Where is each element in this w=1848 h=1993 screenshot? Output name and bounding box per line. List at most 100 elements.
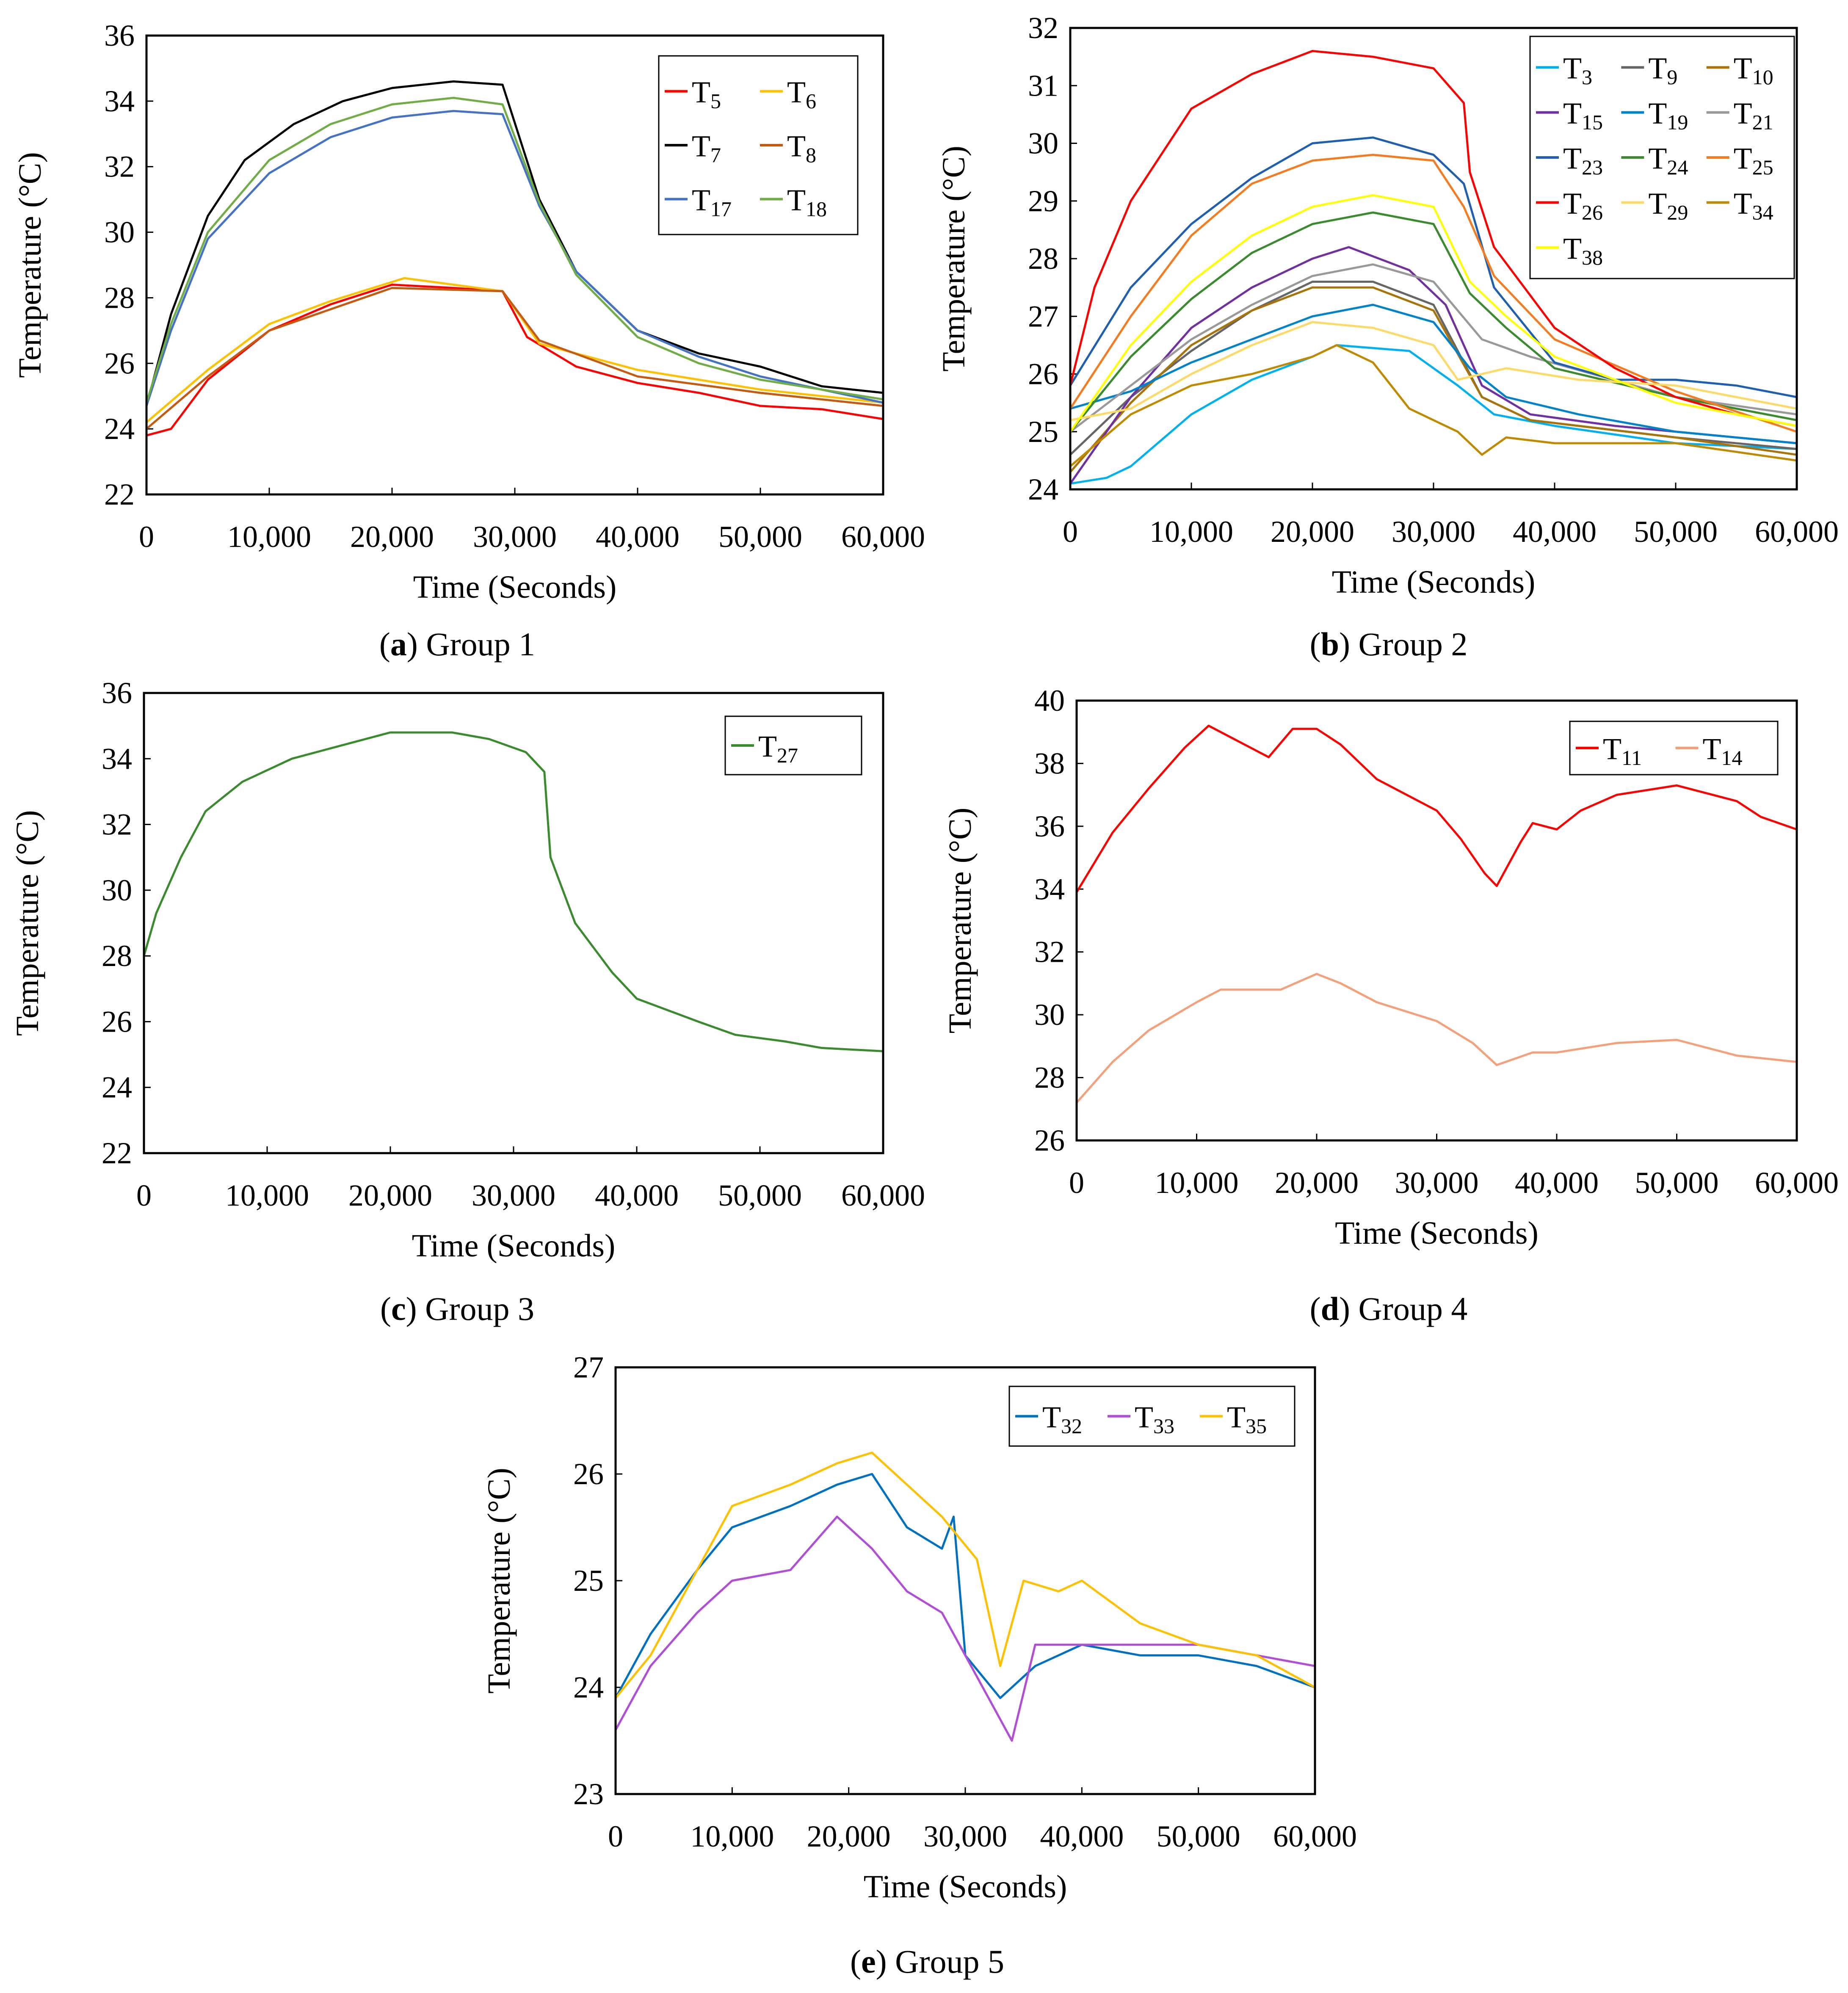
legend-label: T26 (1563, 186, 1603, 224)
series-line-t11 (1075, 724, 1797, 893)
legend-label: T25 (1734, 141, 1773, 179)
y-tick-label: 22 (104, 478, 135, 511)
x-tick-label: 40,000 (1515, 1166, 1599, 1200)
y-tick-label: 26 (102, 1005, 132, 1038)
y-tick-label: 25 (573, 1564, 604, 1598)
x-tick-label: 50,000 (1635, 1166, 1719, 1200)
x-tick-label: 40,000 (595, 1179, 679, 1212)
x-axis-label: Time (Seconds) (413, 569, 617, 605)
y-tick-label: 28 (104, 281, 135, 315)
x-tick-label: 20,000 (348, 1179, 432, 1212)
y-tick-label: 32 (1028, 11, 1058, 45)
caption-text: Group 4 (1359, 1290, 1468, 1327)
panel-caption: (d) Group 4 (1310, 1290, 1468, 1327)
legend-label: T8 (787, 129, 816, 167)
legend: T5 T6 T7 T8 T17 T18 (658, 55, 859, 235)
y-tick-label: 30 (102, 873, 132, 907)
legend-label: T24 (1648, 141, 1688, 179)
series-line-t27 (143, 731, 884, 1052)
chart-panel-c: 22 24 26 28 30 32 34 36 0 10,000 20,000 30,000 40,00… (10, 676, 925, 1327)
y-tick-label: 26 (1034, 1123, 1065, 1157)
x-tick-label: 60,000 (1273, 1819, 1357, 1853)
x-axis-label: Time (Seconds) (864, 1869, 1067, 1905)
x-tick-label: 50,000 (1157, 1819, 1240, 1853)
panel-caption: (b) Group 2 (1310, 626, 1468, 662)
series-line-t23 (1069, 136, 1797, 398)
y-tick-label: 24 (573, 1670, 604, 1704)
caption-text: Group 2 (1359, 626, 1468, 662)
caption-text: Group 1 (426, 626, 535, 662)
x-tick-label: 50,000 (718, 1179, 802, 1212)
legend-label: T6 (787, 75, 816, 113)
y-axis-label: Temperature (°C) (481, 1468, 517, 1694)
x-tick-label: 30,000 (1395, 1166, 1479, 1200)
y-tick-label: 23 (573, 1777, 604, 1811)
caption-letter: d (1321, 1290, 1339, 1327)
legend-label: T3 (1563, 51, 1592, 89)
series-line-t25 (1069, 154, 1797, 433)
legend-label: T23 (1563, 141, 1603, 179)
legend-label: T19 (1648, 97, 1688, 134)
x-tick-label: 10,000 (690, 1819, 774, 1853)
y-tick-label: 26 (573, 1457, 604, 1491)
legend: T11 T14 (1569, 720, 1779, 776)
series-line-t7 (145, 80, 884, 406)
chart-panel-e: 23 24 25 26 27 0 10,000 20,000 30,000 40,000 50,00… (481, 1350, 1357, 1980)
legend-label: T15 (1563, 97, 1603, 134)
x-axis-label: Time (Seconds) (1335, 1215, 1539, 1251)
x-tick-label: 40,000 (596, 520, 680, 554)
panel-caption: (a) Group 1 (379, 626, 535, 662)
legend-label: T18 (787, 183, 827, 221)
series-line-t38 (1069, 194, 1797, 433)
series-line-t15 (1069, 246, 1797, 484)
legend-box (1529, 36, 1795, 279)
legend-box (1008, 1386, 1296, 1447)
x-tick-label: 30,000 (923, 1819, 1007, 1853)
series-line-t24 (1069, 211, 1797, 433)
x-axis-label: Time (Seconds) (412, 1228, 616, 1264)
legend-label: T32 (1042, 1400, 1082, 1438)
y-tick-label: 36 (104, 19, 135, 52)
x-tick-label: 20,000 (350, 520, 434, 554)
caption-letter: c (391, 1290, 406, 1327)
y-tick-label: 28 (1028, 242, 1058, 276)
x-tick-label: 30,000 (472, 1179, 555, 1212)
x-tick-label: 60,000 (841, 520, 925, 554)
x-tick-label: 60,000 (1755, 1166, 1839, 1200)
y-tick-label: 32 (104, 150, 135, 184)
plot-frame (145, 34, 884, 496)
y-tick-label: 28 (1034, 1061, 1065, 1095)
legend: T27 (724, 715, 862, 776)
x-axis-label: Time (Seconds) (1332, 564, 1536, 600)
chart-panel-d: 26 28 30 32 34 36 38 40 0 10,000 20,000 30,000 40,00… (942, 684, 1839, 1327)
legend-label: T9 (1648, 51, 1677, 89)
legend-label: T27 (758, 729, 798, 767)
y-tick-label: 30 (1028, 127, 1058, 160)
series-line-t32 (614, 1473, 1315, 1699)
x-tick-label: 0 (136, 1179, 152, 1212)
y-axis-label: Temperature (°C) (942, 808, 978, 1034)
legend-label: T38 (1563, 232, 1603, 269)
x-tick-label: 10,000 (227, 520, 311, 554)
x-tick-label: 50,000 (1634, 515, 1718, 549)
y-tick-label: 26 (104, 346, 135, 380)
series-line-t10 (1069, 286, 1797, 473)
y-tick-label: 25 (1028, 415, 1058, 449)
x-tick-label: 0 (608, 1819, 623, 1853)
y-tick-label: 30 (1034, 998, 1065, 1032)
x-tick-label: 10,000 (1155, 1166, 1239, 1200)
x-tick-label: 20,000 (807, 1819, 891, 1853)
plot-frame (143, 692, 884, 1154)
y-tick-label: 38 (1034, 746, 1065, 780)
y-tick-label: 28 (102, 939, 132, 973)
y-tick-label: 27 (573, 1350, 604, 1384)
x-tick-label: 60,000 (841, 1179, 925, 1212)
y-tick-label: 36 (1034, 809, 1065, 843)
y-axis-label: Temperature (°C) (12, 152, 48, 378)
y-tick-label: 22 (102, 1136, 132, 1170)
y-tick-label: 24 (102, 1071, 132, 1104)
plot-frame (1075, 699, 1798, 1142)
x-tick-label: 40,000 (1513, 515, 1597, 549)
series-line-t14 (1076, 973, 1797, 1104)
